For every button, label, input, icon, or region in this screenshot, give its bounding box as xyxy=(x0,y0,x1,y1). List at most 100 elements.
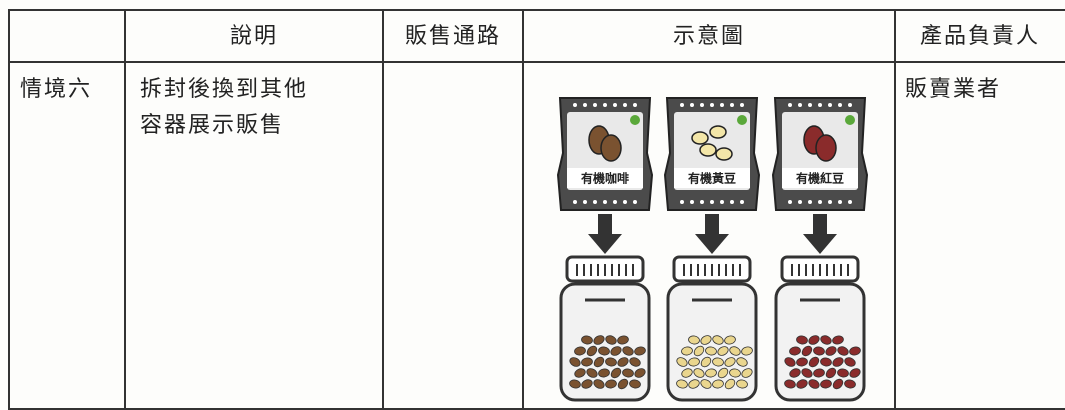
bag-dot xyxy=(848,200,852,204)
bag-dot xyxy=(828,103,832,107)
bag-label-bg xyxy=(782,168,858,188)
jar-bean xyxy=(693,345,705,357)
jar-bean xyxy=(808,335,820,345)
jar-bean xyxy=(676,357,688,367)
illustration: 有機咖啡 有機黃豆 有機紅豆 xyxy=(556,97,869,402)
table-grid xyxy=(8,9,1065,410)
jar-bean xyxy=(832,335,844,345)
bag-dot xyxy=(730,103,734,107)
jar-bean xyxy=(593,356,605,368)
jar-bean xyxy=(820,357,832,367)
bean-icon xyxy=(699,143,717,157)
header-cell: 示意圖 xyxy=(673,24,745,49)
bag-label-bg xyxy=(567,168,643,188)
jar-bean xyxy=(789,368,801,378)
header-cell: 販售通路 xyxy=(405,24,501,49)
bag-dot xyxy=(623,200,627,204)
bag-dot xyxy=(798,103,802,107)
jar-bean xyxy=(825,367,837,379)
jar-bean xyxy=(700,379,712,389)
jar-bean xyxy=(634,368,646,378)
jar-bean xyxy=(712,379,724,389)
jar-bean xyxy=(617,335,629,345)
jar-bean xyxy=(717,367,729,379)
jar-bean xyxy=(820,379,832,389)
bean-icon xyxy=(709,125,727,139)
product-pair: 有機紅豆 xyxy=(771,97,869,402)
jar-bean xyxy=(574,368,586,378)
jar-bean xyxy=(700,335,712,345)
bag-dot xyxy=(573,103,577,107)
jar-bean xyxy=(569,379,581,389)
jar-bean xyxy=(837,368,849,378)
bag-dot xyxy=(680,200,684,204)
bag-dot xyxy=(593,200,597,204)
bag-dot xyxy=(818,200,822,204)
bag-dot xyxy=(623,103,627,107)
jar-bean xyxy=(676,379,688,389)
bag-dot xyxy=(808,200,812,204)
jar-bean xyxy=(681,346,693,356)
header-cell: 產品負責人 xyxy=(920,24,1040,49)
jar-bean xyxy=(629,379,641,389)
jar-bean xyxy=(849,346,861,356)
bag-dot xyxy=(603,200,607,204)
jar-bean xyxy=(617,357,629,367)
jar-bean xyxy=(593,335,605,345)
jar-bean xyxy=(593,379,605,389)
jar-bean xyxy=(581,357,593,367)
product-pair: 有機咖啡 xyxy=(556,97,654,402)
bag-dot xyxy=(720,103,724,107)
bean-icon xyxy=(600,134,622,162)
jar-bean xyxy=(844,379,856,389)
bag-dot xyxy=(583,103,587,107)
jar-bean xyxy=(741,368,753,378)
jar-bean xyxy=(813,346,825,356)
jar-bean xyxy=(724,335,736,345)
bag-dot xyxy=(740,200,744,204)
bean-icon xyxy=(815,134,837,162)
bag-dot xyxy=(633,200,637,204)
bag-dot xyxy=(613,103,617,107)
jar-bean xyxy=(586,368,598,378)
jar-bean xyxy=(598,368,610,378)
arrow xyxy=(695,214,729,254)
jar-bean xyxy=(705,368,717,378)
jar-bean xyxy=(729,368,741,378)
jar-bean xyxy=(832,357,844,367)
bag-dot xyxy=(740,103,744,107)
description-line: 容器展示販售 xyxy=(140,113,284,138)
arrow xyxy=(803,214,837,254)
jar-bean xyxy=(808,379,820,389)
bag-dot xyxy=(583,200,587,204)
bag-dot xyxy=(828,200,832,204)
bag-dot xyxy=(730,200,734,204)
bag-dot xyxy=(808,103,812,107)
owner-cell: 販賣業者 xyxy=(905,77,1001,102)
jar-bean xyxy=(724,357,736,367)
bag-dot xyxy=(788,103,792,107)
bag-label: 有機紅豆 xyxy=(796,171,844,186)
jar-bean xyxy=(820,335,832,345)
jar-bean xyxy=(586,345,598,357)
jar-bean xyxy=(813,368,825,378)
jar-bean xyxy=(629,357,641,367)
jar-bean xyxy=(569,357,581,367)
scenario-cell: 情境六 xyxy=(20,77,92,102)
jar-bean xyxy=(634,346,646,356)
jar-bean xyxy=(688,379,700,389)
bag-label: 有機黃豆 xyxy=(688,171,736,186)
jar-bean xyxy=(796,379,808,389)
jar-bean xyxy=(610,346,622,356)
jar-bean xyxy=(693,368,705,378)
jar-bean xyxy=(736,357,748,367)
bag-dot xyxy=(633,103,637,107)
jar-bean xyxy=(681,368,693,378)
bag-dot xyxy=(573,200,577,204)
bag-dot xyxy=(720,200,724,204)
jar-bean xyxy=(610,367,622,379)
jar-bean xyxy=(789,346,801,356)
jar-bean xyxy=(688,335,700,345)
